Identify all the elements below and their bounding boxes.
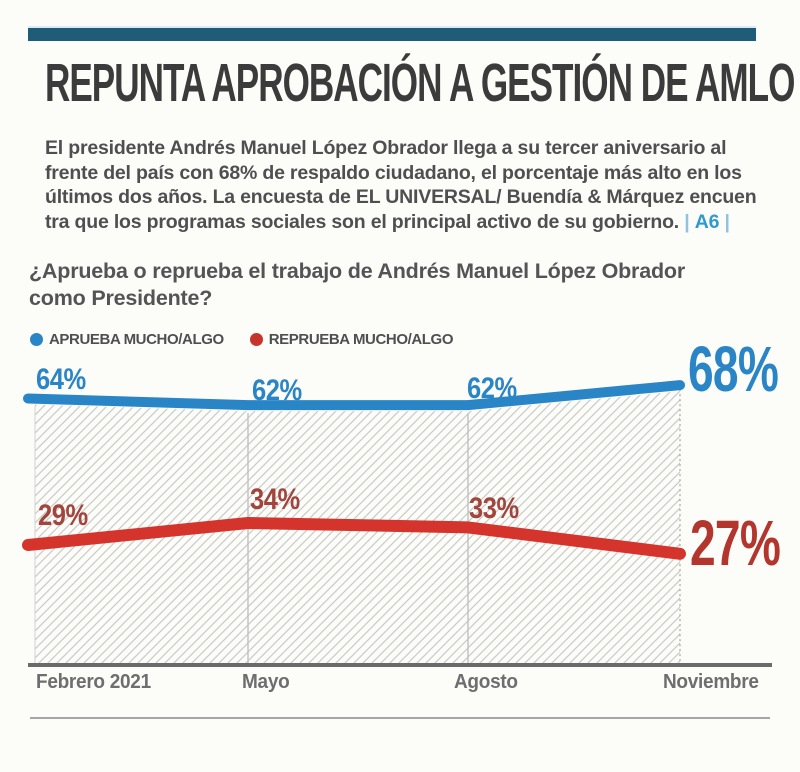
accent-bar xyxy=(28,28,756,41)
disapprove-point-label: 34% xyxy=(250,483,300,516)
footer-divider xyxy=(30,717,770,719)
ref-separator: | xyxy=(684,210,690,233)
x-axis-label-mayo: Mayo xyxy=(242,671,290,693)
summary-line: últimos dos años. La encuesta de EL UNIV… xyxy=(45,186,757,208)
legend-label-aprueba: APRUEBA MUCHO/ALGO xyxy=(49,331,224,348)
headline: REPUNTA APROBACIÓN A GESTIÓN DE AMLO xyxy=(45,53,795,113)
survey-question-line: como Presidente? xyxy=(29,286,213,310)
approve-final-label: 68% xyxy=(688,333,779,405)
summary-paragraph: El presidente Andrés Manuel López Obrado… xyxy=(45,136,765,234)
x-axis-label-noviembre: Noviembre xyxy=(663,671,759,693)
summary-line: frente del país con 68% de respaldo ciud… xyxy=(45,161,742,184)
survey-question: ¿Aprueba o reprueba el trabajo de Andrés… xyxy=(29,258,685,312)
disapprove-line xyxy=(22,517,686,560)
disapprove-point-label: 33% xyxy=(469,492,519,525)
disapprove-point-label: 29% xyxy=(38,499,88,532)
x-axis-label-agosto: Agosto xyxy=(454,671,518,693)
legend-item-aprueba: APRUEBA MUCHO/ALGO xyxy=(30,331,224,348)
disapprove-dot-icon xyxy=(249,333,263,346)
legend-item-reprueba: REPRUEBA MUCHO/ALGO xyxy=(249,331,454,348)
legend-label-reprueba: REPRUEBA MUCHO/ALGO xyxy=(268,331,454,348)
x-axis-label-febrero: Febrero 2021 xyxy=(36,671,151,693)
disapprove-final-label: 27% xyxy=(690,507,781,579)
summary-line-text: tra que los programas sociales son el pr… xyxy=(45,210,680,233)
approve-point-label: 62% xyxy=(252,374,302,407)
approval-hatch-area xyxy=(35,391,680,664)
approve-dot-icon xyxy=(30,333,43,346)
summary-line: tra que los programas sociales son el pr… xyxy=(45,210,765,235)
ref-separator: | xyxy=(724,210,730,233)
chart-legend: APRUEBA MUCHO/ALGO REPRUEBA MUCHO/ALGO xyxy=(30,331,454,348)
approve-point-label: 62% xyxy=(467,372,517,405)
summary-line: El presidente Andrés Manuel López Obrado… xyxy=(45,137,727,159)
approve-line xyxy=(23,380,685,411)
page-ref-link[interactable]: A6 xyxy=(694,210,720,233)
approve-point-label: 64% xyxy=(36,363,86,396)
survey-question-line: ¿Aprueba o reprueba el trabajo de Andrés… xyxy=(29,259,686,283)
